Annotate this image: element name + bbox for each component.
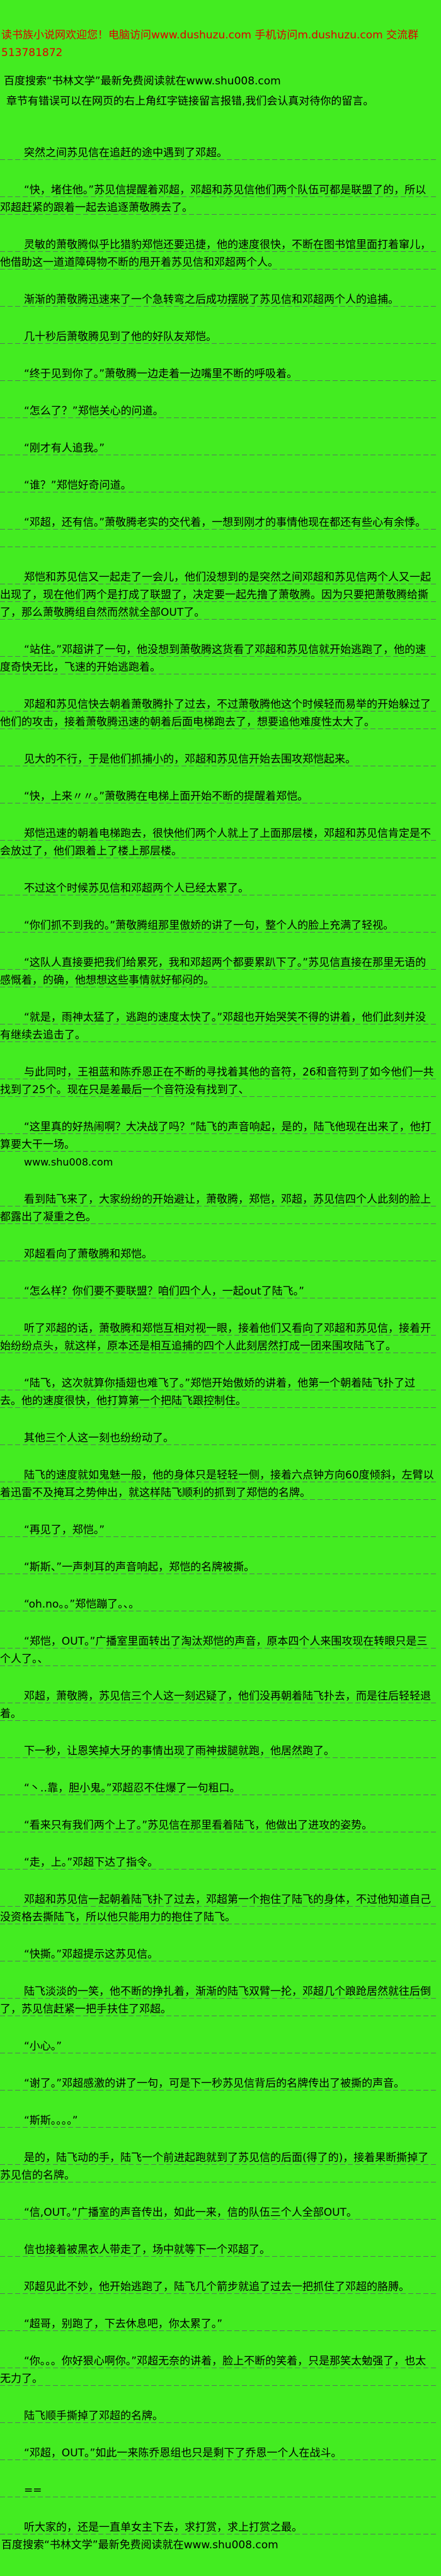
chapter-error-notice: 章节有错误可以在网页的右上角红字链接留言报错,我们会认真对待你的留言。 xyxy=(6,95,374,108)
novel-paragraph: 陆飞的速度就如鬼魅一般，他的身体只是轻轻一侧，接着六点钟方向60度倾斜，左臂以着… xyxy=(0,1467,436,1502)
novel-paragraph: 与此同时，王祖蓝和陈乔恩正在不断的寻找着其他的音符，26和音符到了如今他们一共找… xyxy=(0,1064,436,1099)
novel-paragraph: “郑恺，OUT。”广播室里面转出了淘汰郑恺的声音，原本四个人来围攻现在转眼只是三… xyxy=(0,1633,436,1668)
novel-paragraph: “邓超，OUT。”如此一来陈乔恩组也只是剩下了乔恩一个人在战斗。 xyxy=(0,2444,436,2462)
novel-paragraph: “斯斯、”一声刺耳的声音响起，郑恺的名牌被撕。 xyxy=(0,1558,436,1576)
novel-paragraph: 渐渐的萧敬腾迅速来了一个急转弯之后成功摆脱了苏见信和邓超两个人的追捕。 xyxy=(0,291,436,309)
novel-paragraph: 其他三个人这一刻也纷纷动了。 xyxy=(0,1429,436,1447)
novel-paragraph: 信也接着被黑衣人带走了，场中就等下一个邓超了。 xyxy=(0,2241,436,2259)
novel-paragraph: “看来只有我们两个上了。”苏见信在那里看着陆飞，他做出了进攻的姿势。 xyxy=(0,1817,436,1834)
novel-paragraph: 郑恺和苏见信又一起走了一会儿，他们没想到的是突然之间邓超和苏见信两个人又一起出现… xyxy=(0,569,436,621)
novel-paragraph: “信,OUT。”广播室的声音传出，如此一来，信的队伍三个人全部OUT。 xyxy=(0,2204,436,2221)
novel-paragraph: “谢了。”邓超感激的讲了一句，可是下一秒苏见信背后的名牌传出了被撕的声音。 xyxy=(0,2075,436,2092)
novel-paragraph: “怎么了？”郑恺关心的问道。 xyxy=(0,402,436,420)
novel-paragraph: “终于见到你了。”萧敬腾一边走着一边嘴里不断的呼吸着。 xyxy=(0,365,436,383)
site-welcome-notice: 读书族小说网欢迎您！电脑访问www.dushuzu.com 手机访问m.dush… xyxy=(1,29,419,59)
site-baidu-search-notice: 百度搜索“书林文学”最新免费阅读就在www.shu008.com xyxy=(4,75,281,88)
novel-paragraph: 灵敏的萧敬腾似乎比猎豹郑恺还要迅捷，他的速度很快，不断在图书馆里面打着窜儿，他借… xyxy=(0,236,436,271)
novel-paragraph: “快撕。”邓超提示这苏见信。 xyxy=(0,1946,436,1963)
novel-paragraph: “丶‥靠，胆小鬼。”邓超忍不住爆了一句粗口。 xyxy=(0,1779,436,1797)
novel-paragraph: == xyxy=(0,2482,436,2499)
novel-paragraph: “走，上。”邓超下达了指令。 xyxy=(0,1854,436,1871)
novel-paragraph: “刚才有人追我。” xyxy=(0,440,436,457)
site-footer-baidu-notice: 百度搜索“书林文学”最新免费阅读就在www.shu008.com xyxy=(1,2539,278,2551)
novel-paragraph: “小心。” xyxy=(0,2038,436,2055)
site-header: 读书族小说网欢迎您！电脑访问www.dushuzu.com 手机访问m.dush… xyxy=(1,26,436,110)
novel-paragraph: “这队人直接要把我们给累死，我和邓超两个都要累趴下了。”苏见信直接在那里无语的感… xyxy=(0,954,436,989)
novel-paragraph: 是的，陆飞动的手，陆飞一个前进起跑就到了苏见信的后面(得了的)，接着果断撕掉了苏… xyxy=(0,2149,436,2184)
novel-paragraph: “超哥，别跑了，下去休息吧，你太累了。” xyxy=(0,2315,436,2333)
novel-paragraph: “邓超，还有信。”萧敬腾老实的交代着，一想到刚才的事情他现在都还有些心有余悸。 xyxy=(0,514,436,531)
novel-paragraph: 邓超和苏见信快去朝着萧敬腾扑了过去，不过萧敬腾他这个时候轻而易举的开始躲过了他们… xyxy=(0,696,436,731)
novel-paragraph: “谁？”郑恺好奇问道。 xyxy=(0,477,436,494)
novel-paragraph: “oh.no。。”郑恺蹦了。、。 xyxy=(0,1596,436,1613)
novel-paragraph: 下一秒，让恩笑掉大牙的事情出现了雨神拔腿就跑，他居然跑了。 xyxy=(0,1742,436,1760)
novel-paragraph: 邓超见此不妙，他开始逃跑了，陆飞几个箭步就追了过去一把抓住了邓超的胳膊。 xyxy=(0,2278,436,2296)
chapter-content: 突然之间苏见信在追赶的途中遇到了邓超。 “快，堵住他。”苏见信提醒着邓超，邓超和苏… xyxy=(0,144,436,2536)
novel-paragraph: 看到陆飞来了，大家纷纷的开始避让，萧敬腾，郑恺，邓超，苏见信四个人此刻的脸上都露… xyxy=(0,1191,436,1226)
novel-paragraph: 听了邓超的话，萧敬腾和郑恺互相对视一眼，接着他们又看向了邓超和苏见信，接着开始纷… xyxy=(0,1320,436,1355)
novel-paragraph: 邓超和苏见信一起朝着陆飞扑了过去，邓超第一个抱住了陆飞的身体，不过他知道自己没资… xyxy=(0,1891,436,1926)
novel-paragraph: 见大的不行，于是他们抓捕小的，邓超和苏见信开始去围攻郑恺起来。 xyxy=(0,751,436,768)
novel-paragraph: “你。。。你好狠心啊你。”邓超无奈的讲着，脸上不断的笑着，只是那笑太勉强了，也太… xyxy=(0,2352,436,2388)
novel-paragraph: “就是，雨神太猛了，逃跑的速度太快了。”邓超也开始哭笑不得的讲着，他们此刻并没有… xyxy=(0,1009,436,1044)
novel-paragraph: 邓超，萧敬腾，苏见信三个人这一刻迟疑了，他们没再朝着陆飞扑去，而是往后轻轻退着。 xyxy=(0,1688,436,1723)
novel-paragraph: “快，上来〃〃。”萧敬腾在电梯上面开始不断的提醒着郑恺。 xyxy=(0,788,436,805)
novel-paragraph: “站住。”邓超讲了一句，他没想到萧敬腾这货看了邓超和苏见信就开始逃跑了，他的速度… xyxy=(0,641,436,676)
novel-paragraph: “再见了，郑恺。” xyxy=(0,1521,436,1539)
novel-paragraph: 邓超看向了萧敬腾和郑恺。 xyxy=(0,1245,436,1263)
novel-paragraph: “这里真的好热闹啊？大决战了吗？”陆飞的声音响起，是的，陆飞他现在出来了，他打算… xyxy=(0,1118,436,1154)
novel-paragraph: 陆飞淡淡的一笑，他不断的挣扎着，渐渐的陆飞双臂一抡，邓超几个踉跄居然就往后倒了，… xyxy=(0,1983,436,2018)
empty-underline-line xyxy=(0,531,436,549)
novel-paragraph: “你们抓不到我的。”萧敬腾组那里傲娇的讲了一句，整个人的脸上充满了轻视。 xyxy=(0,917,436,934)
novel-paragraph: 几十秒后萧敬腾见到了他的好队友郑恺。 xyxy=(0,328,436,346)
novel-paragraph: 听大家的，还是一直单女主下去，求打赏，求上打赏之最。 xyxy=(0,2519,436,2536)
novel-paragraph: “斯斯。。。。” xyxy=(0,2112,436,2130)
novel-paragraph: 郑恺迅速的朝着电梯跑去，很快他们两个人就上了上面那层楼，邓超和苏见信肯定是不会放… xyxy=(0,825,436,860)
novel-paragraph: 陆飞顺手撕掉了邓超的名牌。 xyxy=(0,2407,436,2425)
novel-paragraph: “怎么样？你们要不要联盟？咱们四个人，一起out了陆飞。” xyxy=(0,1283,436,1300)
novel-paragraph: 突然之间苏见信在追赶的途中遇到了邓超。 xyxy=(0,144,436,162)
novel-paragraph: 不过这个时候苏见信和邓超两个人已经太累了。 xyxy=(0,880,436,897)
novel-paragraph: www.shu008.com xyxy=(24,1156,113,1168)
novel-paragraph: “陆飞，这次就算你插翅也难飞了。”郑恺开始傲娇的讲着，他第一个朝着陆飞扑了过去。… xyxy=(0,1375,436,1410)
novel-paragraph: “快，堵住他。”苏见信提醒着邓超，邓超和苏见信他们两个队伍可都是联盟了的，所以邓… xyxy=(0,181,436,217)
